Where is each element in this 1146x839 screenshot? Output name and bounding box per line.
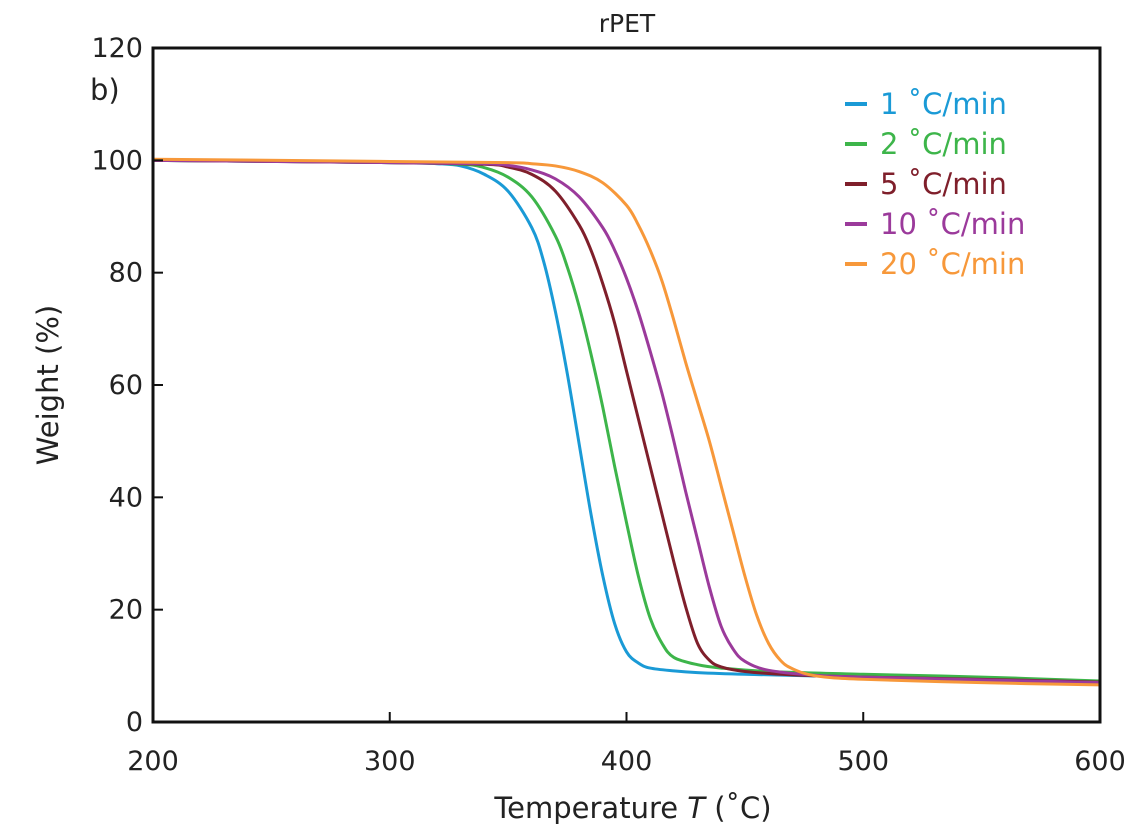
y-tick-label: 100 [91,145,143,176]
panel-label: b) [90,73,120,107]
x-axis-title-unit: (˚C) [705,791,772,825]
y-tick-label: 120 [91,33,143,64]
y-tick-label: 20 [109,595,143,626]
y-tick-label: 80 [109,258,143,289]
x-tick-label: 600 [1074,746,1126,777]
x-tick-label: 500 [837,746,889,777]
x-axis-title-text: Temperature [493,791,687,825]
y-axis: 0 20 40 60 80 100 120 [91,33,163,738]
series-line [153,158,1100,683]
x-axis-title: Temperature T (˚C) [493,791,771,825]
chart-title: rPET [599,9,656,38]
series-line [153,158,1100,684]
y-tick-label: 40 [109,482,143,513]
x-tick-label: 200 [127,746,179,777]
legend: 1 ˚C/min 2 ˚C/min 5 ˚C/min 10 ˚C/min 20 ˚C/m… [845,87,1025,281]
x-axis-title-symbol: T [687,791,707,825]
y-tick-label: 60 [109,370,143,401]
series-line [153,157,1100,687]
legend-label: 5 ˚C/min [880,167,1007,201]
legend-label: 10 ˚C/min [880,207,1025,241]
x-axis: 200 300 400 500 600 [127,712,1126,777]
y-axis-title: Weight (%) [31,305,65,465]
y-tick-label: 0 [126,707,143,738]
series-line [153,158,1100,685]
x-tick-label: 400 [601,746,653,777]
series-layer [153,157,1100,687]
series-line [153,158,1100,685]
legend-label: 20 ˚C/min [880,247,1025,281]
legend-label: 1 ˚C/min [880,87,1007,121]
legend-label: 2 ˚C/min [880,127,1007,161]
x-tick-label: 300 [364,746,416,777]
